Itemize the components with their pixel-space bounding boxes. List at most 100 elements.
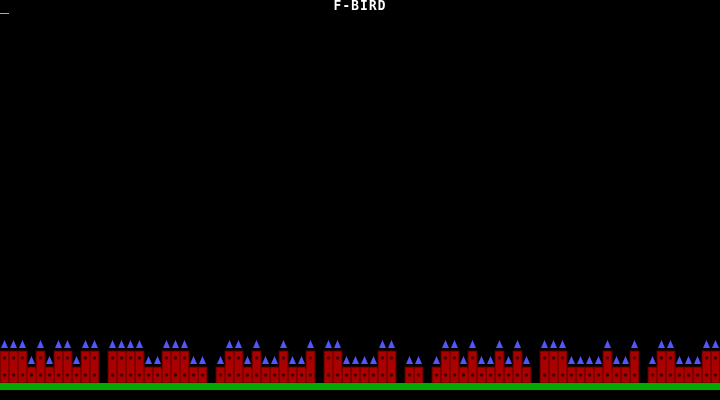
building-column <box>494 350 505 384</box>
building-column <box>107 350 118 384</box>
roof-icon <box>298 356 305 364</box>
window <box>416 373 421 377</box>
building-column <box>170 350 181 384</box>
window <box>272 373 277 377</box>
building-column <box>512 350 523 384</box>
building-column <box>278 350 289 384</box>
window <box>632 373 637 377</box>
building-column <box>0 350 10 384</box>
window <box>596 373 601 377</box>
roof-icon <box>514 340 521 348</box>
roof-icon <box>46 356 53 364</box>
roof-icon <box>694 356 701 364</box>
roof-icon <box>442 340 449 348</box>
window <box>83 373 88 377</box>
window <box>362 373 367 377</box>
window <box>578 373 583 377</box>
window <box>65 356 70 360</box>
window <box>326 356 331 360</box>
roof-icon <box>244 356 251 364</box>
roof-icon <box>478 356 485 364</box>
roof-icon <box>523 356 530 364</box>
roof-icon <box>604 340 611 348</box>
window <box>308 356 313 360</box>
roof-icon <box>73 356 80 364</box>
window <box>308 373 313 377</box>
window <box>407 373 412 377</box>
building-column <box>161 350 172 384</box>
roof-icon <box>433 356 440 364</box>
building-column <box>539 350 550 384</box>
roof-icon <box>487 356 494 364</box>
window <box>119 356 124 360</box>
window <box>65 373 70 377</box>
building-column <box>305 350 316 384</box>
building-column <box>323 350 334 384</box>
building-column <box>53 350 64 384</box>
roof-icon <box>505 356 512 364</box>
window <box>11 373 16 377</box>
building-column <box>116 350 127 384</box>
window <box>119 373 124 377</box>
window <box>380 373 385 377</box>
roof-icon <box>343 356 350 364</box>
building-column <box>251 350 262 384</box>
window <box>677 373 682 377</box>
window <box>551 373 556 377</box>
window <box>326 373 331 377</box>
window <box>506 373 511 377</box>
roof-icon <box>289 356 296 364</box>
building-column <box>8 350 19 384</box>
window <box>389 356 394 360</box>
window <box>155 373 160 377</box>
window <box>164 356 169 360</box>
window <box>56 373 61 377</box>
roof-icon <box>1 340 8 348</box>
window <box>623 373 628 377</box>
building-column <box>629 350 640 384</box>
window <box>236 373 241 377</box>
window <box>659 356 664 360</box>
roof-icon <box>379 340 386 348</box>
window <box>110 373 115 377</box>
roof-icon <box>226 340 233 348</box>
window <box>668 373 673 377</box>
window <box>92 356 97 360</box>
window <box>200 373 205 377</box>
window <box>497 373 502 377</box>
roof-icon <box>217 356 224 364</box>
window <box>83 356 88 360</box>
window <box>434 373 439 377</box>
building-column <box>548 350 559 384</box>
window <box>182 373 187 377</box>
roof-icon <box>361 356 368 364</box>
text-cursor-icon <box>0 13 9 14</box>
roof-icon <box>550 340 557 348</box>
window <box>461 373 466 377</box>
roof-icon <box>676 356 683 364</box>
roof-icon <box>658 340 665 348</box>
window <box>110 356 115 360</box>
building-column <box>89 350 100 384</box>
window <box>668 356 673 360</box>
window <box>551 356 556 360</box>
roof-icon <box>91 340 98 348</box>
roof-icon <box>469 340 476 348</box>
building-column <box>602 350 613 384</box>
window <box>605 356 610 360</box>
window <box>542 373 547 377</box>
roof-icon <box>703 340 710 348</box>
window <box>38 373 43 377</box>
window <box>164 373 169 377</box>
roof-icon <box>181 340 188 348</box>
roof-icon <box>37 340 44 348</box>
window <box>344 373 349 377</box>
window <box>452 373 457 377</box>
window <box>38 356 43 360</box>
window <box>263 373 268 377</box>
roof-icon <box>586 356 593 364</box>
building-column <box>710 350 720 384</box>
roof-icon <box>163 340 170 348</box>
